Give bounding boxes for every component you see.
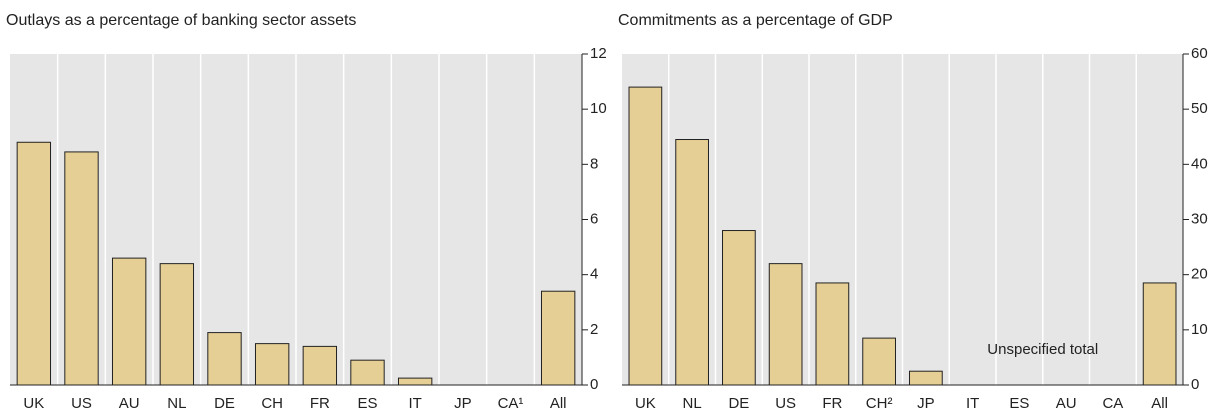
bar <box>862 337 896 386</box>
x-tick-label: DE <box>728 395 749 412</box>
bar <box>16 141 52 386</box>
bar <box>350 359 385 386</box>
y-tick-label: 10 <box>590 100 607 117</box>
y-tick-label: 8 <box>590 155 598 172</box>
bar <box>722 230 756 386</box>
y-tick-label: 0 <box>1191 376 1199 393</box>
chart-title: Commitments as a percentage of GDP <box>618 12 893 29</box>
y-tick-label: 60 <box>1191 45 1208 62</box>
x-tick-label: CH <box>261 395 283 412</box>
y-tick-label: 12 <box>590 45 607 62</box>
x-tick-label: FR <box>310 395 330 412</box>
bar <box>815 282 850 386</box>
y-tick-label: 4 <box>590 266 598 283</box>
y-tick-label: 0 <box>590 376 598 393</box>
bar <box>540 290 576 386</box>
x-tick-label: CA¹ <box>498 395 524 412</box>
x-tick-label: UK <box>23 395 44 412</box>
y-tick-label: 2 <box>590 321 598 338</box>
annotation: Unspecified total <box>987 341 1098 358</box>
bar <box>207 332 242 386</box>
x-tick-label: US <box>775 395 796 412</box>
bar <box>397 377 433 386</box>
x-tick-label: UK <box>635 395 656 412</box>
chart-title: Outlays as a percentage of banking secto… <box>6 12 356 29</box>
y-tick-label: 6 <box>590 210 598 227</box>
x-tick-label: DE <box>214 395 235 412</box>
x-tick-label: IT <box>408 395 421 412</box>
x-tick-label: ES <box>1009 395 1029 412</box>
x-tick-label: JP <box>917 395 935 412</box>
x-tick-label: US <box>71 395 92 412</box>
bar <box>1142 282 1177 386</box>
x-tick-label: NL <box>167 395 186 412</box>
x-tick-label: IT <box>966 395 979 412</box>
x-tick-label: CA <box>1102 395 1123 412</box>
x-tick-label: FR <box>822 395 842 412</box>
bar <box>64 151 99 386</box>
bar <box>159 263 195 386</box>
bar <box>768 263 803 386</box>
y-tick-label: 20 <box>1191 266 1208 283</box>
x-tick-label: AU <box>119 395 140 412</box>
y-tick-label: 10 <box>1191 321 1208 338</box>
bar <box>254 343 290 386</box>
bar <box>111 257 147 386</box>
bar <box>628 86 663 386</box>
y-tick-label: 50 <box>1191 100 1208 117</box>
x-tick-label: JP <box>454 395 472 412</box>
bar <box>302 345 338 386</box>
bar <box>675 139 709 386</box>
x-tick-label: ES <box>357 395 377 412</box>
y-tick-label: 40 <box>1191 155 1208 172</box>
x-tick-label: AU <box>1056 395 1077 412</box>
x-tick-label: NL <box>683 395 702 412</box>
y-tick-label: 30 <box>1191 210 1208 227</box>
x-tick-label: All <box>550 395 567 412</box>
x-tick-label: All <box>1151 395 1168 412</box>
x-tick-label: CH² <box>866 395 893 412</box>
bar <box>909 370 943 386</box>
